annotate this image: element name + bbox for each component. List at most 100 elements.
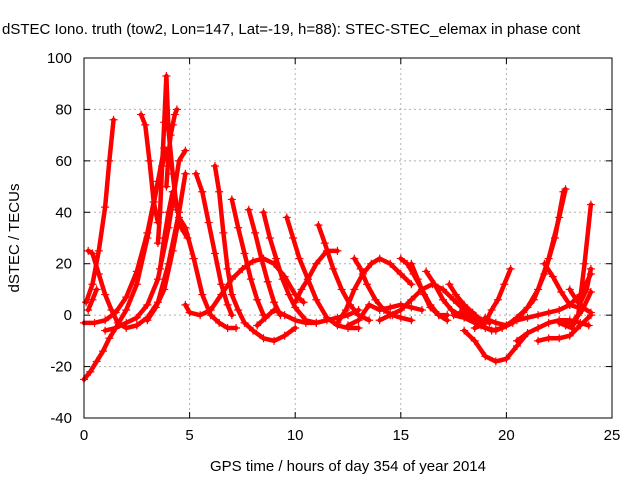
data-point (164, 151, 173, 160)
data-point (430, 280, 439, 289)
data-point (354, 316, 363, 325)
data-point (181, 169, 190, 178)
data-point (168, 246, 177, 255)
x-tick-label: 10 (287, 427, 304, 444)
data-point (232, 324, 241, 332)
x-tick-label: 5 (185, 427, 193, 444)
data-point (246, 275, 255, 284)
series-trace (229, 197, 266, 318)
data-point (160, 234, 169, 242)
data-point (567, 324, 576, 332)
data-point (356, 264, 365, 273)
data-point (586, 200, 595, 209)
series-arc26 (407, 259, 452, 320)
data-point (439, 285, 448, 294)
data-point (371, 295, 380, 304)
data-point (105, 334, 114, 343)
data-point (168, 120, 177, 129)
data-point (122, 293, 131, 302)
data-point (466, 313, 475, 322)
data-point (168, 187, 177, 196)
data-point (101, 203, 110, 212)
data-point (181, 223, 190, 232)
data-point (407, 259, 416, 268)
data-point (291, 298, 300, 307)
data-point (350, 254, 359, 263)
data-point (396, 254, 405, 263)
data-point (586, 264, 595, 273)
data-point (92, 357, 101, 366)
series-arc35 (512, 316, 593, 345)
data-point (548, 272, 557, 281)
data-point (449, 295, 458, 304)
data-point (217, 280, 226, 289)
data-point (149, 198, 158, 206)
data-point (468, 308, 477, 317)
data-point (544, 318, 553, 327)
data-point (420, 290, 429, 299)
y-tick-label: 20 (55, 256, 72, 273)
data-point (350, 285, 359, 294)
data-point (529, 295, 538, 304)
data-point (132, 267, 141, 276)
data-point (386, 303, 395, 312)
data-point (578, 303, 587, 312)
data-point (481, 313, 490, 322)
data-point (84, 306, 93, 314)
y-axis-label: dSTEC / TECUs (6, 184, 23, 293)
data-point (396, 313, 405, 322)
data-point (502, 321, 511, 330)
data-point (555, 334, 564, 343)
series-trace (261, 210, 319, 326)
data-point (550, 234, 559, 242)
data-point (101, 326, 110, 335)
data-point (88, 295, 97, 304)
data-point (248, 257, 257, 266)
data-point (122, 306, 131, 314)
data-point (86, 367, 95, 376)
data-point (181, 146, 190, 155)
data-point (253, 295, 262, 304)
data-point (540, 270, 549, 278)
data-point (534, 311, 543, 320)
plot-frame (83, 57, 613, 419)
data-point (105, 156, 114, 165)
y-tick-label: 40 (55, 204, 72, 221)
data-point (386, 311, 395, 320)
data-point (143, 300, 152, 309)
data-point (160, 285, 169, 294)
data-point (198, 290, 207, 299)
data-point (175, 213, 184, 222)
series-trace (83, 117, 116, 305)
data-point (413, 275, 422, 284)
series-arc24 (344, 300, 426, 330)
data-point (493, 295, 502, 304)
data-point (447, 306, 456, 314)
data-point (487, 306, 496, 314)
data-point (215, 187, 224, 196)
data-point (322, 316, 331, 325)
data-point (99, 347, 108, 356)
data-point (141, 120, 150, 129)
chart-title: dSTEC Iono. truth (tow2, Lon=147, Lat=-1… (2, 21, 581, 38)
data-point (88, 249, 97, 258)
data-point (272, 254, 281, 263)
series-trace (212, 163, 298, 344)
data-point (168, 169, 177, 178)
data-point (491, 318, 500, 327)
series-arc9 (162, 105, 181, 191)
data-point (314, 221, 323, 230)
y-tick-label: 80 (55, 101, 72, 118)
series-trace (138, 112, 161, 225)
data-point (512, 316, 521, 325)
data-points (80, 72, 595, 384)
data-point (407, 316, 416, 325)
data-point (312, 295, 321, 304)
data-point (280, 311, 289, 320)
data-point (582, 285, 591, 294)
data-point (386, 259, 395, 268)
series-arc20 (291, 246, 342, 307)
data-point (358, 270, 367, 278)
data-point (151, 303, 160, 312)
data-point (320, 239, 329, 248)
